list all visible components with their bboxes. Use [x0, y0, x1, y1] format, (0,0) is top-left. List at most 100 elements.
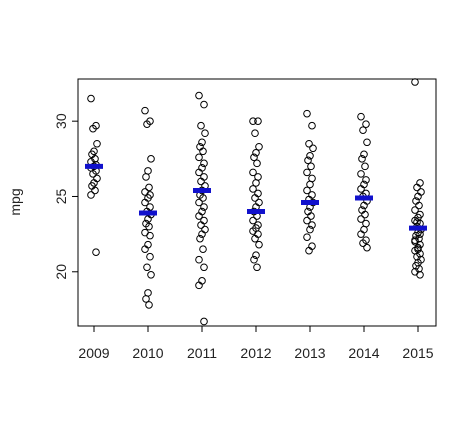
- data-point: [200, 263, 208, 272]
- data-point: [195, 91, 203, 100]
- data-point: [91, 186, 99, 195]
- data-point: [145, 222, 153, 231]
- data-point: [411, 78, 419, 86]
- data-point: [147, 155, 155, 163]
- data-point: [305, 246, 313, 255]
- data-point: [303, 168, 311, 177]
- data-point: [142, 295, 150, 303]
- data-point: [195, 255, 203, 264]
- data-point: [200, 100, 208, 109]
- data-point: [360, 201, 368, 210]
- data-point: [195, 153, 203, 162]
- data-point: [414, 245, 422, 253]
- data-point: [252, 179, 260, 187]
- data-point: [87, 94, 95, 103]
- data-point: [307, 212, 315, 220]
- x-tick-label: 2010: [132, 345, 163, 361]
- data-point: [147, 270, 155, 279]
- data-point: [141, 198, 149, 207]
- data-point: [416, 270, 424, 279]
- data-point: [255, 142, 263, 151]
- y-tick-label: 25: [53, 188, 69, 204]
- data-point: [303, 233, 311, 241]
- data-point: [249, 168, 257, 177]
- x-tick-label: 2015: [402, 345, 433, 361]
- data-point: [198, 230, 206, 238]
- group-means: [85, 163, 427, 231]
- data-point: [195, 281, 203, 290]
- data-point: [195, 212, 203, 220]
- data-point: [362, 176, 370, 184]
- data-point: [306, 225, 314, 234]
- data-points: [87, 78, 425, 326]
- data-point: [93, 139, 101, 148]
- data-point: [362, 120, 370, 128]
- data-point: [306, 180, 314, 189]
- data-point: [360, 150, 368, 159]
- data-point: [92, 248, 100, 257]
- data-point: [252, 251, 260, 260]
- data-point: [308, 221, 316, 229]
- data-point: [89, 124, 97, 133]
- data-point: [411, 236, 419, 244]
- data-point: [146, 252, 154, 261]
- data-point: [145, 183, 153, 192]
- y-axis-label: mpg: [7, 188, 23, 215]
- y-axis: 20 25 30: [53, 113, 78, 280]
- data-point: [303, 216, 311, 225]
- data-point: [250, 255, 258, 264]
- data-point: [357, 170, 365, 178]
- data-point: [199, 147, 207, 156]
- data-point: [304, 156, 312, 165]
- data-point: [303, 186, 311, 195]
- data-point: [251, 194, 259, 202]
- data-point: [141, 245, 149, 253]
- data-point: [199, 245, 207, 253]
- data-point: [196, 234, 204, 243]
- data-point: [357, 185, 365, 193]
- y-tick-label: 30: [53, 113, 69, 129]
- data-point: [413, 183, 421, 192]
- data-point: [307, 162, 315, 171]
- data-point: [252, 148, 260, 157]
- y-tick-label: 20: [53, 264, 69, 280]
- x-tick-label: 2011: [187, 345, 217, 361]
- data-point: [358, 155, 366, 163]
- data-point: [357, 215, 365, 223]
- data-point: [146, 231, 154, 240]
- data-point: [144, 215, 152, 223]
- data-point: [249, 117, 257, 125]
- data-point: [305, 139, 313, 148]
- data-point: [309, 144, 317, 153]
- x-tick-label: 2013: [294, 345, 325, 361]
- data-point: [87, 191, 95, 199]
- data-point: [251, 129, 259, 138]
- data-point: [363, 243, 371, 252]
- data-point: [198, 138, 206, 147]
- data-point: [359, 126, 367, 135]
- data-point: [415, 201, 423, 210]
- data-point: [359, 239, 367, 247]
- data-point: [89, 170, 97, 178]
- data-point: [414, 192, 422, 201]
- data-point: [143, 120, 151, 128]
- data-point: [142, 173, 150, 181]
- data-point: [255, 240, 263, 249]
- data-point: [195, 198, 203, 207]
- data-point: [197, 121, 205, 130]
- data-point: [141, 228, 149, 237]
- data-point: [201, 129, 209, 138]
- data-point: [363, 138, 371, 147]
- data-point: [357, 112, 365, 121]
- data-point: [413, 218, 421, 226]
- data-point: [251, 234, 259, 243]
- data-point: [250, 153, 258, 162]
- plot-frame: [77, 78, 437, 327]
- data-point: [200, 317, 208, 326]
- data-point: [145, 301, 153, 309]
- data-point: [308, 121, 316, 130]
- data-point: [141, 106, 149, 115]
- data-point: [254, 117, 262, 125]
